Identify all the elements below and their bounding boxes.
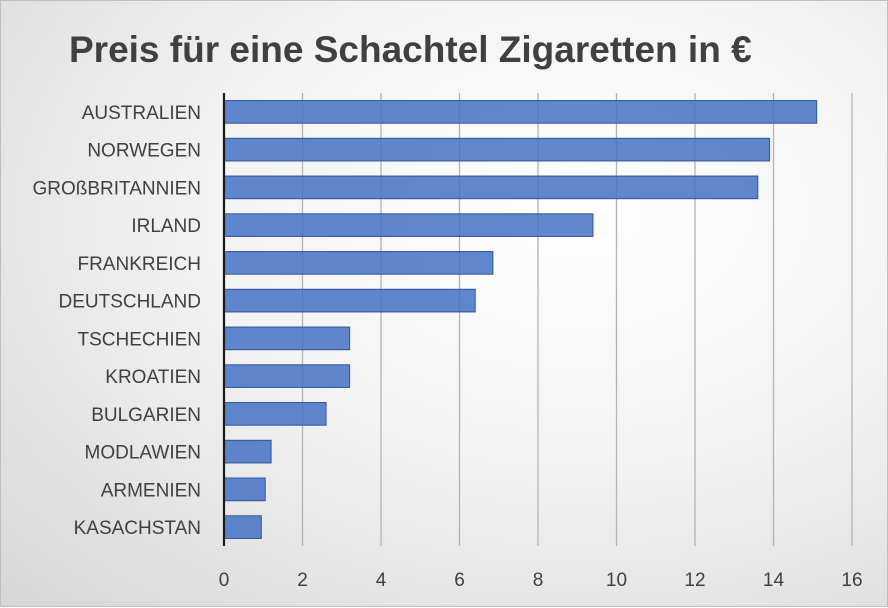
bar	[223, 402, 327, 426]
bar	[223, 213, 594, 237]
bar	[223, 364, 351, 388]
x-tick-label: 14	[763, 570, 785, 591]
x-tick-label: 16	[841, 570, 862, 591]
category-label: KASACHSTAN	[74, 518, 201, 539]
category-label: KROATIEN	[105, 367, 201, 388]
x-tick-label: 4	[376, 570, 387, 591]
x-tick-label: 8	[533, 570, 544, 591]
bar	[223, 288, 476, 313]
category-label: TSCHECHIEN	[77, 329, 201, 350]
bar	[223, 326, 351, 351]
category-label: NORWEGEN	[87, 141, 201, 162]
category-label: MODLAWIEN	[85, 443, 201, 464]
bar	[223, 251, 494, 275]
category-label: BULGARIEN	[91, 405, 201, 426]
category-label: FRANKREICH	[77, 254, 201, 275]
bar	[223, 477, 266, 502]
category-label: IRLAND	[131, 216, 201, 237]
category-label: DEUTSCHLAND	[58, 292, 201, 313]
bar	[223, 515, 262, 539]
x-tick-label: 10	[606, 570, 627, 591]
bar	[223, 439, 272, 464]
bar	[223, 137, 771, 162]
x-tick-label: 6	[454, 570, 465, 591]
category-label: GROßBRITANNIEN	[32, 178, 201, 199]
bar	[223, 100, 818, 124]
category-label: ARMENIEN	[101, 480, 201, 501]
chart-title: Preis für eine Schachtel Zigaretten in €	[69, 29, 752, 70]
bar	[223, 175, 759, 200]
x-tick-label: 0	[219, 570, 230, 591]
x-tick-label: 2	[297, 570, 308, 591]
category-label: AUSTRALIEN	[82, 103, 201, 124]
x-tick-label: 12	[684, 570, 705, 591]
